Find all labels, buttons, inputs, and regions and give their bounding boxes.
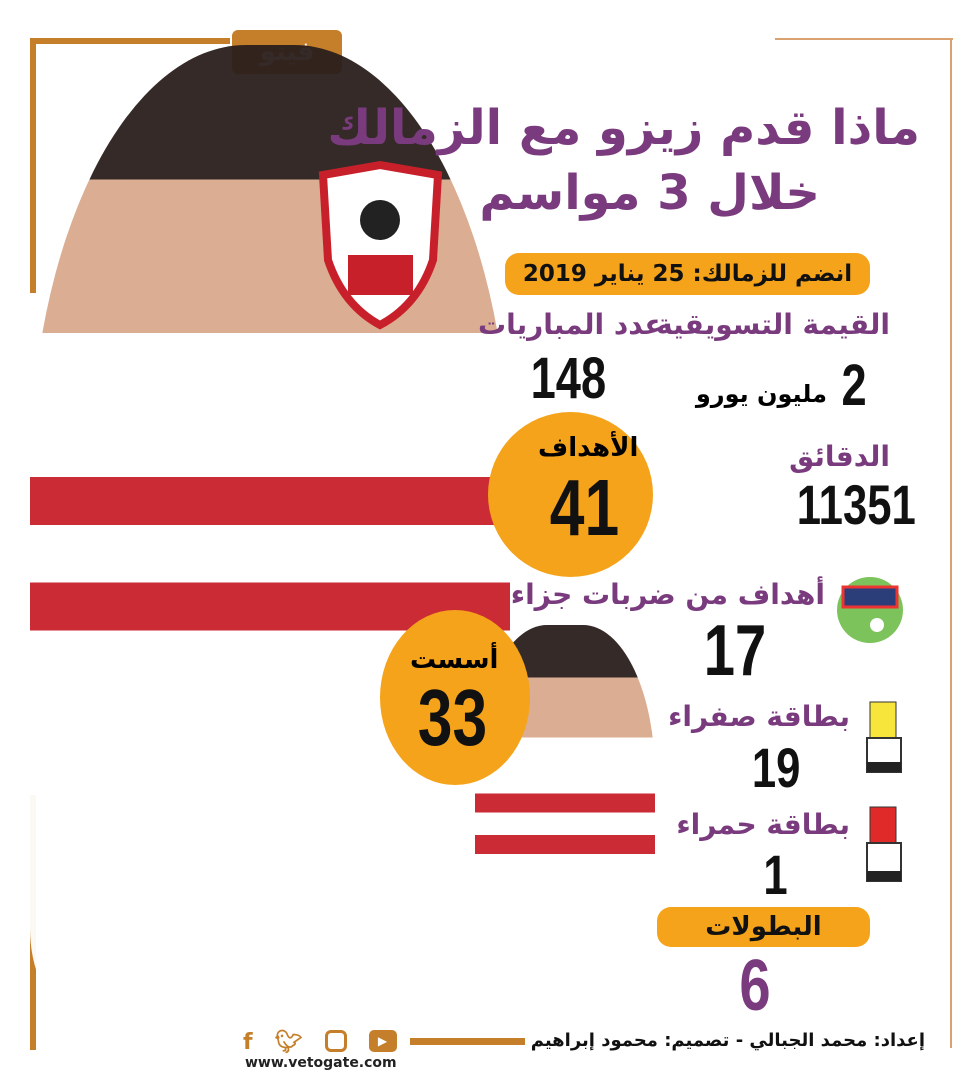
assists-label: أسست (410, 645, 499, 675)
yellow-cards-label: بطاقة صفراء (668, 700, 850, 733)
penalty-goals-number: 17 (703, 611, 767, 691)
yellow-cards-number: 19 (751, 736, 801, 799)
penalty-goal-icon (837, 577, 903, 643)
market-value-label: القيمة التسويقية (656, 308, 890, 341)
red-cards-label: بطاقة حمراء (676, 808, 850, 841)
market-value-unit: مليون يورو (695, 380, 827, 408)
yellow-card-icon (866, 701, 902, 773)
title-line2: خلال 3 مواسم (479, 165, 820, 221)
youtube-icon[interactable]: ▶ (368, 1030, 397, 1052)
titles-number: 6 (739, 946, 771, 1026)
title-line1: ماذا قدم زيزو مع الزمالك (327, 100, 920, 156)
joined-date-pill: انضم للزمالك: 25 يناير 2019 (505, 253, 870, 295)
instagram-icon[interactable] (324, 1030, 347, 1052)
frame-line (30, 38, 36, 293)
frame-line (410, 1038, 525, 1045)
goals-circle (488, 412, 653, 577)
facebook-icon[interactable]: f (243, 1030, 253, 1055)
market-value-number: 2 (841, 353, 867, 418)
credits: إعداد: محمد الجبالي - تصميم: محمود إبراه… (530, 1030, 925, 1051)
penalty-goals-label: أهداف من ضربات جزاء (510, 578, 825, 611)
goals-number: 41 (549, 463, 620, 552)
assists-number: 33 (417, 673, 488, 762)
matches-label: عدد المباريات (478, 308, 664, 341)
titles-pill: البطولات (657, 907, 870, 947)
minutes-number: 11351 (796, 473, 916, 536)
social-icons: f 🐦︎ ▶ (243, 1030, 397, 1055)
twitter-icon[interactable]: 🐦︎ (274, 1030, 303, 1055)
red-cards-number: 1 (763, 843, 788, 906)
red-card-icon (866, 806, 902, 882)
assists-circle (380, 610, 530, 785)
goals-label: الأهداف (538, 433, 639, 463)
minutes-label: الدقائق (789, 440, 890, 473)
frame-line (30, 38, 230, 44)
frame-line (950, 38, 952, 1048)
frame-line (775, 38, 953, 40)
zamalek-badge-icon (318, 160, 443, 330)
matches-number: 148 (530, 346, 607, 411)
website-url[interactable]: www.vetogate.com (245, 1055, 397, 1071)
